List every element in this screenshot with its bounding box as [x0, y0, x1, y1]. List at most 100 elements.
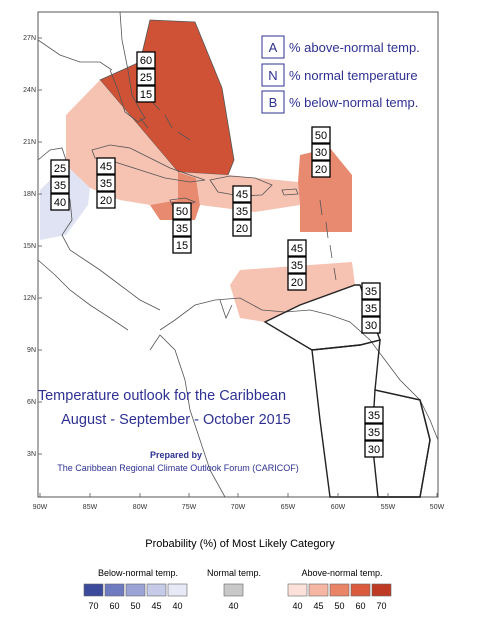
- legend-text-a: % above-normal temp.: [289, 40, 420, 55]
- prob-value-below: 20: [291, 277, 303, 289]
- prob-value-above: 35: [368, 410, 380, 422]
- prob-cell: [361, 282, 381, 300]
- prob-box-trinidad-tobago: 35 35 30: [361, 282, 381, 334]
- prob-value-below: 30: [368, 444, 380, 456]
- prob-value-normal: 35: [368, 427, 380, 439]
- longitude-ticks: 90W 85W 80W 75W 70W 65W 60W 55W 50W: [33, 493, 445, 511]
- lat-tick-label: 21N: [23, 139, 36, 146]
- lat-tick-label: 12N: [23, 295, 36, 302]
- legend-letter-n: N: [268, 68, 277, 83]
- above-swatch: [350, 583, 371, 597]
- prob-cell: [311, 160, 331, 178]
- lat-tick-label: 9N: [27, 347, 36, 354]
- prob-cell: [364, 406, 384, 424]
- prepared-by-label: Prepared by: [150, 450, 202, 460]
- above-swatch-value: 45: [313, 601, 323, 611]
- normal-swatch: [223, 583, 244, 597]
- prob-value-below: 30: [365, 320, 377, 332]
- latitude-ticks: 27N 24N 21N 18N 15N 12N 9N 6N 3N: [23, 35, 42, 458]
- prob-value-above: 50: [176, 206, 188, 218]
- above-swatch-value: 40: [292, 601, 302, 611]
- lat-tick-label: 3N: [27, 451, 36, 458]
- region-bahamas-north: [99, 19, 235, 176]
- prob-cell: [287, 273, 307, 291]
- coastlines: [37, 11, 439, 498]
- legend-row-n: N % normal temperature: [261, 63, 418, 87]
- lon-tick-label: 80W: [133, 504, 148, 511]
- prob-cell: [96, 157, 116, 175]
- prob-value-below: 15: [176, 240, 188, 252]
- below-swatch-value: 60: [109, 601, 119, 611]
- prob-box-abc-islands: 45 35 20: [287, 239, 307, 291]
- prob-value-above: 45: [236, 189, 248, 201]
- lat-tick-label: 24N: [23, 87, 36, 94]
- legend-row-a: A % above-normal temp.: [261, 35, 420, 59]
- prob-value-above: 25: [54, 163, 66, 175]
- prob-value-normal: 35: [365, 303, 377, 315]
- lat-tick-label: 18N: [23, 191, 36, 198]
- prob-cell: [50, 159, 70, 177]
- prob-value-normal: 35: [236, 206, 248, 218]
- legend-letter-b: B: [269, 95, 278, 110]
- legend-text-n: % normal temperature: [289, 68, 418, 83]
- below-swatch: [167, 583, 188, 597]
- prob-cell: [136, 51, 156, 69]
- prob-value-normal: 35: [100, 178, 112, 190]
- prob-value-above: 35: [365, 286, 377, 298]
- below-swatch-value: 70: [88, 601, 98, 611]
- lon-tick-label: 90W: [33, 504, 48, 511]
- probability-boxes: 60 25 15 45 35 20 25 35 40 50 35 15 45 35 20 50 30 20 45 35…: [50, 51, 384, 458]
- prob-cell: [287, 239, 307, 257]
- prob-cell: [364, 423, 384, 441]
- lat-tick-label: 6N: [27, 399, 36, 406]
- normal-swatch-value: 40: [228, 601, 238, 611]
- outlook-title-line1: Temperature outlook for the Caribbean: [38, 388, 286, 404]
- above-swatch: [287, 583, 308, 597]
- prob-value-normal: 35: [291, 260, 303, 272]
- probability-scale-title: Probability (%) of Most Likely Category: [145, 538, 335, 550]
- prob-cell: [50, 176, 70, 194]
- below-swatch-value: 45: [151, 601, 161, 611]
- below-swatch-value: 50: [130, 601, 140, 611]
- prob-value-normal: 35: [54, 180, 66, 192]
- below-swatch: [104, 583, 125, 597]
- below-swatch-value: 40: [172, 601, 182, 611]
- prob-value-below: 15: [140, 89, 152, 101]
- below-swatch: [125, 583, 146, 597]
- prob-cell: [96, 174, 116, 192]
- prob-value-below: 20: [315, 164, 327, 176]
- lon-tick-label: 50W: [430, 504, 445, 511]
- normal-label: Normal temp.: [207, 568, 261, 578]
- lat-tick-label: 15N: [23, 243, 36, 250]
- lat-tick-label: 27N: [23, 35, 36, 42]
- prob-box-guianas: 35 35 30: [364, 406, 384, 458]
- prob-cell: [364, 440, 384, 458]
- above-swatch-value: 70: [376, 601, 386, 611]
- prob-value-below: 40: [54, 197, 66, 209]
- prob-box-leeward-islands: 50 30 20: [311, 126, 331, 178]
- above-normal-label: Above-normal temp.: [301, 568, 382, 578]
- region-abc-islands: [230, 262, 355, 322]
- probability-color-scale: 70 60 50 45 40 40 40 45 50 60 70: [83, 583, 392, 611]
- lon-tick-label: 75W: [182, 504, 197, 511]
- legend-letter-a: A: [269, 40, 278, 55]
- lon-tick-label: 60W: [331, 504, 346, 511]
- prob-value-below: 20: [236, 223, 248, 235]
- prob-box-bahamas-north: 60 25 15: [136, 51, 156, 103]
- above-swatch: [308, 583, 329, 597]
- above-swatch-value: 60: [355, 601, 365, 611]
- prob-cell: [136, 85, 156, 103]
- prob-cell: [287, 256, 307, 274]
- prob-box-belize-yucatan: 25 35 40: [50, 159, 70, 211]
- prob-value-below: 20: [100, 195, 112, 207]
- prob-cell: [172, 236, 192, 254]
- lon-tick-label: 65W: [281, 504, 296, 511]
- prob-cell: [50, 193, 70, 211]
- prob-box-cuba: 45 35 20: [96, 157, 116, 209]
- prob-cell: [96, 191, 116, 209]
- prob-cell: [361, 316, 381, 334]
- legend-text-b: % below-normal temp.: [289, 95, 418, 110]
- prob-box-hispaniola: 45 35 20: [232, 185, 252, 237]
- prob-value-above: 45: [291, 243, 303, 255]
